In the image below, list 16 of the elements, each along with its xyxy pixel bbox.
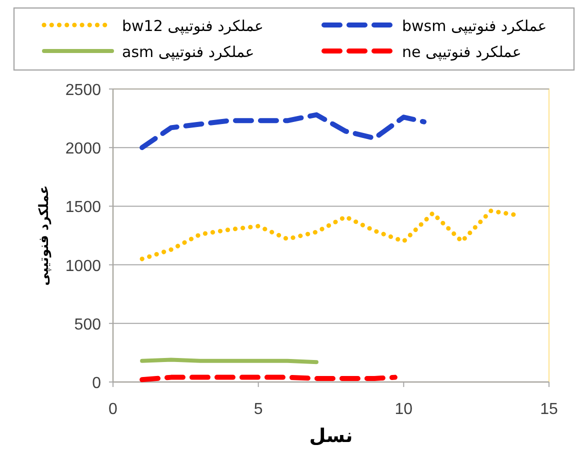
y-tick-label: 1000	[65, 258, 102, 275]
x-tick-label: 0	[108, 401, 118, 418]
legend-label: عملکرد فنوتیپی bw12	[122, 17, 264, 35]
legend-label: عملکرد فنوتیپی ne	[402, 43, 522, 61]
y-axis-title: عملکرد فنوتیپی	[37, 185, 52, 286]
y-tick-label: 1500	[65, 199, 102, 216]
y-tick-label: 2000	[65, 140, 102, 158]
legend-label: عملکرد فنوتیپی asm	[122, 43, 254, 61]
y-tick-label: 0	[92, 375, 102, 392]
x-tick-label: 15	[540, 401, 558, 418]
y-tick-label: 2500	[65, 82, 102, 99]
x-axis-title: نسل	[309, 425, 353, 447]
x-tick-label: 5	[254, 401, 263, 418]
y-tick-label: 500	[74, 316, 102, 334]
legend-label: عملکرد فنوتیپی bwsm	[402, 17, 547, 35]
x-tick-label: 10	[394, 401, 413, 418]
